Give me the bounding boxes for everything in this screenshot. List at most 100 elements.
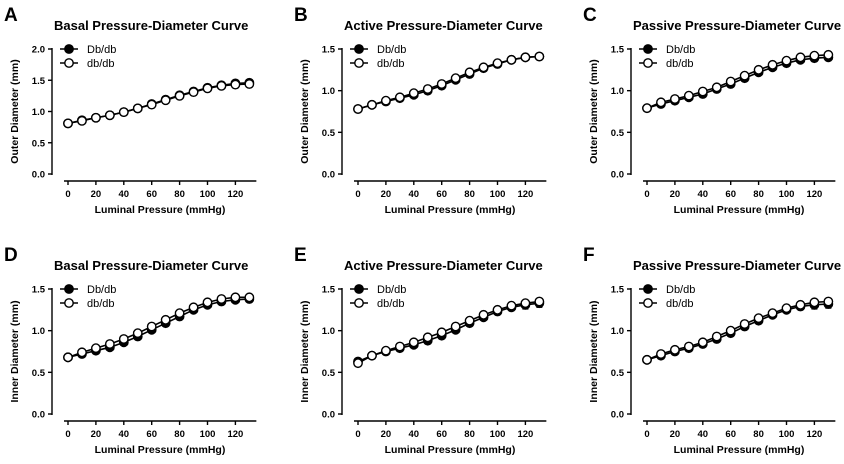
legend-marker xyxy=(643,44,653,54)
data-point xyxy=(146,321,157,332)
y-tick-label: 1.0 xyxy=(322,86,335,97)
chart-title: Basal Pressure-Diameter Curve xyxy=(54,258,248,273)
legend-entry: db/db xyxy=(60,298,115,310)
x-tick-label: 60 xyxy=(725,429,736,440)
legend-label: Db/db xyxy=(87,284,116,296)
data-point xyxy=(823,296,834,307)
data-point xyxy=(244,292,255,303)
data-point xyxy=(353,358,363,369)
x-tick-label: 80 xyxy=(753,189,764,200)
data-point xyxy=(230,292,241,303)
data-point xyxy=(394,92,405,103)
panel-letter: A xyxy=(4,5,18,26)
x-tick-label: 0 xyxy=(355,429,360,440)
legend-label: db/db xyxy=(666,298,694,310)
data-point xyxy=(767,308,778,319)
data-point xyxy=(174,308,185,319)
x-tick-label: 100 xyxy=(200,189,216,200)
data-point xyxy=(642,354,652,365)
x-axis-label: Luminal Pressure (mmHg) xyxy=(95,204,226,216)
x-tick-label: 40 xyxy=(409,429,420,440)
data-point xyxy=(408,88,419,99)
y-tick-label: 1.0 xyxy=(32,107,45,118)
x-tick-label: 80 xyxy=(464,429,475,440)
data-point xyxy=(534,296,545,307)
x-tick-label: 20 xyxy=(670,429,681,440)
data-point xyxy=(422,332,433,343)
legend-label: Db/db xyxy=(666,44,695,56)
panel-letter: E xyxy=(294,245,307,266)
data-point xyxy=(478,62,489,73)
data-point xyxy=(450,321,461,332)
series-db-db-lower xyxy=(353,51,545,114)
chart-title: Passive Pressure-Diameter Curve xyxy=(633,18,841,33)
x-axis-label: Luminal Pressure (mmHg) xyxy=(385,204,516,216)
y-tick-label: 0.0 xyxy=(611,170,624,181)
series-db-db-lower xyxy=(63,292,255,363)
data-point xyxy=(809,50,820,61)
x-tick-label: 40 xyxy=(698,429,709,440)
data-point xyxy=(160,95,171,106)
series-db-db-lower xyxy=(353,296,545,369)
data-point xyxy=(216,294,227,304)
x-tick-label: 60 xyxy=(436,429,447,440)
legend-marker xyxy=(354,58,364,68)
data-point xyxy=(683,341,694,352)
data-point xyxy=(188,302,199,313)
y-tick-label: 1.0 xyxy=(32,326,45,337)
x-tick-label: 120 xyxy=(227,429,243,440)
x-tick-label: 0 xyxy=(644,189,649,200)
data-point xyxy=(160,314,171,325)
data-point xyxy=(809,297,820,308)
data-point xyxy=(725,76,736,87)
data-point xyxy=(216,80,227,91)
data-point xyxy=(767,59,778,70)
x-tick-label: 120 xyxy=(806,189,822,200)
panel-letter: C xyxy=(583,5,597,26)
x-tick-label: 20 xyxy=(670,189,681,200)
x-tick-label: 60 xyxy=(146,189,157,200)
y-tick-label: 0.5 xyxy=(322,128,336,139)
data-point xyxy=(394,341,405,352)
data-point xyxy=(656,349,666,359)
y-tick-label: 1.0 xyxy=(611,326,624,337)
y-tick-label: 0.0 xyxy=(32,170,45,181)
data-point xyxy=(367,350,377,361)
data-point xyxy=(711,82,722,93)
chart-title: Active Pressure-Diameter Curve xyxy=(344,18,543,33)
legend-marker xyxy=(354,44,364,54)
y-axis-label: Inner Diameter (mm) xyxy=(9,300,21,402)
data-point xyxy=(670,94,680,104)
chart-panel-a: A Basal Pressure-Diameter Curve 0.0 0.5 1.0 1… xyxy=(4,5,257,216)
data-point xyxy=(711,331,722,342)
legend-entry: db/db xyxy=(639,298,694,310)
y-axis-label: Inner Diameter (mm) xyxy=(588,300,600,402)
series-db-db-lower xyxy=(642,49,834,114)
y-tick-label: 1.5 xyxy=(32,76,46,87)
data-point xyxy=(436,79,447,89)
x-tick-label: 0 xyxy=(355,189,360,200)
x-tick-label: 40 xyxy=(119,189,130,200)
series-db-db-lower xyxy=(63,79,255,129)
y-tick-label: 0.0 xyxy=(32,410,45,421)
data-point xyxy=(656,97,666,108)
legend-entry: db/db xyxy=(60,58,115,70)
data-point xyxy=(753,64,764,75)
data-point xyxy=(520,52,531,63)
x-tick-label: 40 xyxy=(698,189,709,200)
data-point xyxy=(739,70,750,81)
x-tick-label: 20 xyxy=(381,429,392,440)
data-point xyxy=(408,337,419,348)
data-point xyxy=(422,84,433,94)
data-point xyxy=(353,104,363,114)
data-point xyxy=(174,90,185,101)
legend-label: db/db xyxy=(666,58,694,70)
y-axis-label: Outer Diameter (mm) xyxy=(299,59,311,163)
x-tick-label: 120 xyxy=(517,429,533,440)
y-tick-label: 0.0 xyxy=(322,170,335,181)
y-axis-label: Inner Diameter (mm) xyxy=(299,300,311,402)
data-point xyxy=(725,325,736,336)
data-point xyxy=(202,297,213,308)
y-tick-label: 1.5 xyxy=(322,45,336,56)
